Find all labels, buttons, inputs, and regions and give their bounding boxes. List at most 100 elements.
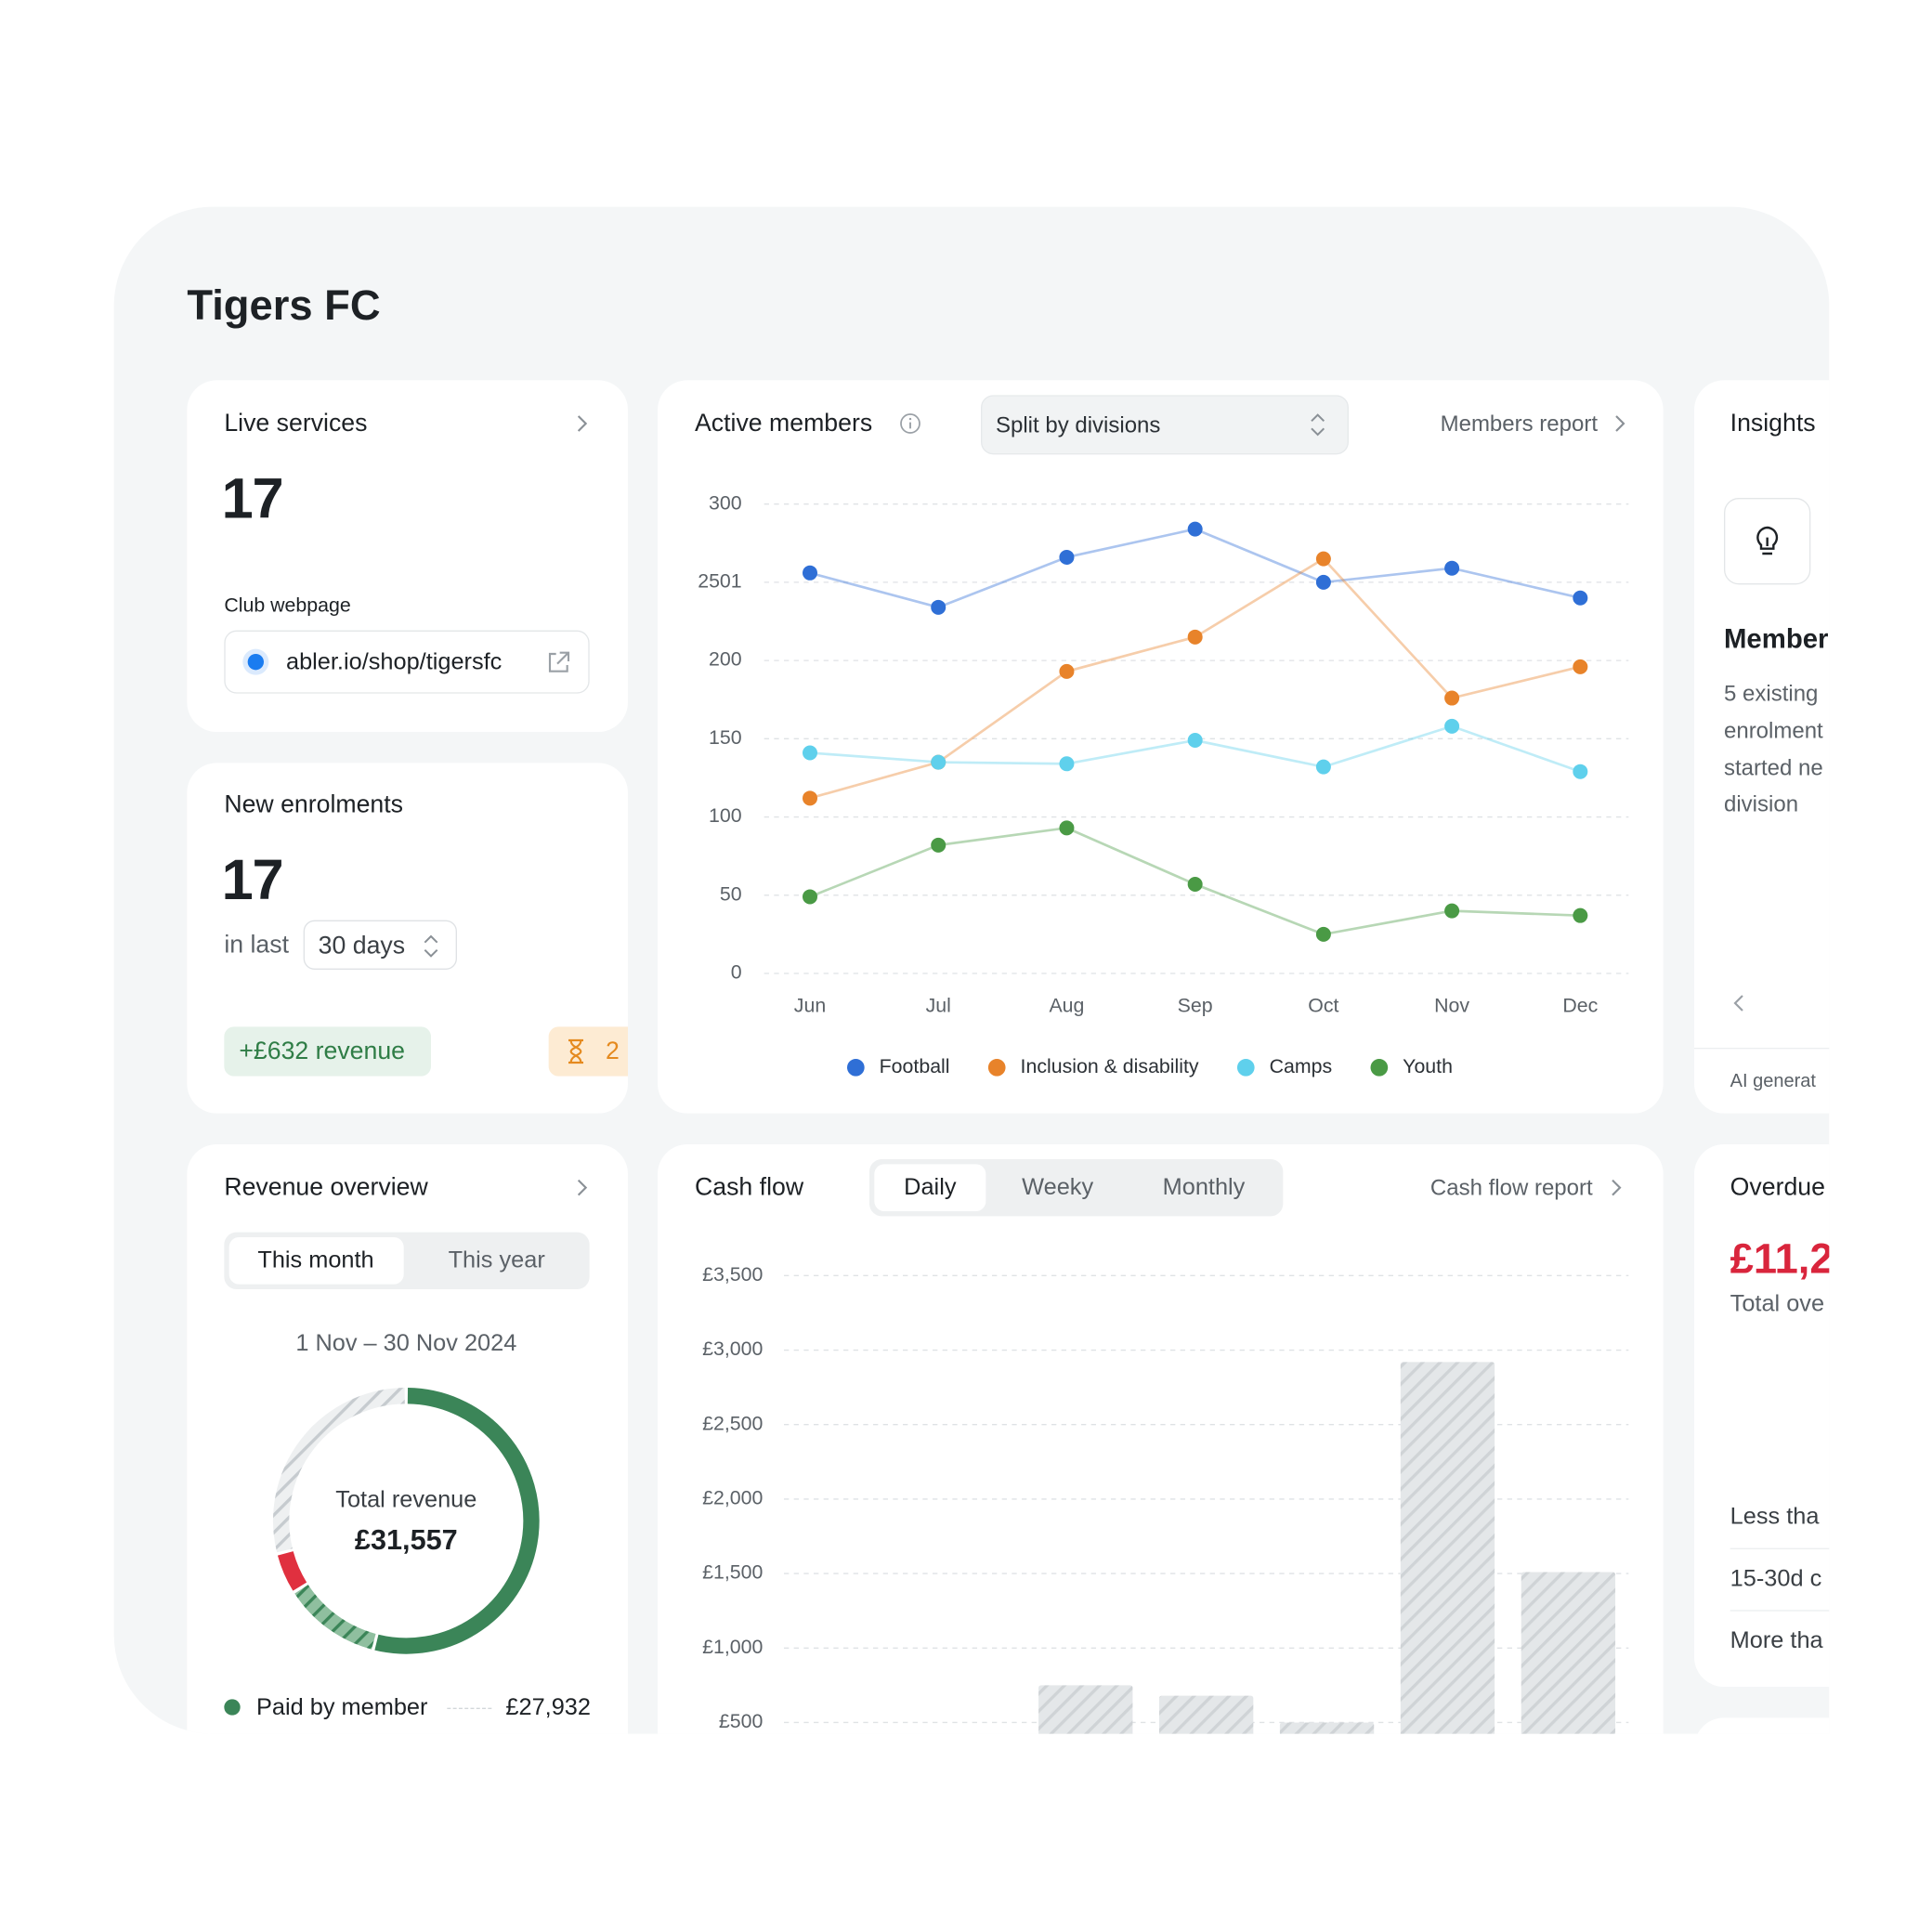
data-point — [1315, 759, 1331, 775]
count: 17 — [221, 846, 284, 912]
chevron[interactable] — [1609, 1178, 1624, 1197]
new-enrolments-card: New enrolments 17 in last 30 days +£632 … — [187, 763, 628, 1114]
y-tick-label: 0 — [731, 961, 742, 984]
data-point — [1444, 560, 1460, 576]
data-point — [1059, 820, 1075, 836]
cash-flow-card: £500 £1,000 £1,500 £2,000 £2,500 £3,000 £3,500… — [657, 1143, 1664, 1734]
insight-line: started ne — [1723, 755, 1823, 780]
hourglass-icon — [568, 1038, 583, 1064]
status-dot — [247, 653, 264, 671]
row-label: 15-30d c — [1730, 1565, 1822, 1592]
data-point — [802, 790, 817, 806]
prev-arrow[interactable] — [1731, 993, 1746, 1012]
y-tick-label: £1,000 — [702, 1636, 763, 1658]
y-tick-label: £2,500 — [702, 1412, 763, 1434]
center-label: Total revenue — [335, 1487, 476, 1513]
y-tick-label: 2501 — [698, 570, 741, 593]
data-point — [1059, 549, 1075, 565]
insight-line: 5 existing — [1723, 681, 1819, 706]
y-tick-label: £3,000 — [702, 1338, 763, 1360]
y-tick-label: £2,000 — [702, 1487, 763, 1509]
next-card — [1693, 1717, 1830, 1734]
period: 30 days — [318, 932, 406, 960]
legend-dot — [224, 1699, 241, 1716]
legend-marker — [1370, 1058, 1389, 1077]
line-chart: 0 50 100 150 200 2501 300 Jun Jul Aug Sep Oct Nov Dec… — [698, 491, 1629, 1077]
legend-label: Football — [880, 1055, 950, 1077]
select-arrows — [1311, 413, 1325, 437]
insights-card: Insights Member 5 existing enrolment sta… — [1693, 380, 1830, 1114]
data-point — [802, 565, 817, 581]
legend-marker — [987, 1058, 1006, 1077]
report-link[interactable]: Members report — [1440, 411, 1598, 437]
subtitle: Total ove — [1730, 1290, 1825, 1317]
url: abler.io/shop/tigersfc — [285, 649, 503, 676]
data-point — [1315, 574, 1331, 590]
data-point — [1444, 903, 1460, 919]
legend-label: Inclusion & disability — [1021, 1055, 1199, 1077]
y-tick-label: 100 — [709, 804, 742, 827]
y-tick-label: 300 — [709, 491, 742, 514]
report-link[interactable]: Cash flow report — [1429, 1175, 1593, 1200]
x-tick-label: Nov — [1434, 995, 1469, 1017]
insight-line: division — [1723, 790, 1799, 816]
x-tick-label: Dec — [1562, 995, 1598, 1017]
donut-chart: Total revenue £31,557 — [273, 1388, 540, 1654]
data-point — [931, 837, 946, 853]
y-tick-label: 50 — [720, 882, 742, 905]
y-tick-label: £1,500 — [702, 1561, 763, 1584]
x-tick-label: Oct — [1308, 995, 1338, 1017]
active-tab[interactable] — [228, 1236, 404, 1285]
date-range: 1 Nov – 30 Nov 2024 — [295, 1330, 517, 1357]
tab[interactable]: Weeky — [1022, 1174, 1094, 1201]
data-point — [1315, 926, 1331, 942]
icon-box — [1723, 497, 1811, 585]
data-point — [1059, 663, 1075, 679]
leader — [447, 1707, 492, 1709]
split-select[interactable]: Split by divisions — [980, 395, 1349, 455]
card-title: Insights — [1730, 410, 1816, 437]
info-icon[interactable] — [899, 412, 921, 435]
x-tick-label: Aug — [1049, 995, 1084, 1017]
tab[interactable]: This month — [257, 1247, 374, 1274]
count: 17 — [221, 465, 284, 530]
bar — [1400, 1362, 1495, 1734]
page-title: Tigers FC — [187, 281, 381, 330]
legend-label: Paid by member — [255, 1694, 428, 1721]
badge-text: 2 — [605, 1038, 620, 1065]
badge-text: +£632 revenue — [239, 1038, 406, 1065]
active-tab[interactable] — [874, 1164, 986, 1211]
label: Club webpage — [224, 595, 351, 617]
x-tick-label: Jul — [926, 995, 951, 1017]
bar — [1159, 1695, 1254, 1734]
external-link-icon[interactable] — [545, 649, 572, 676]
center-value: £31,557 — [355, 1524, 458, 1556]
donut-segment — [277, 1550, 307, 1591]
divider — [1693, 1047, 1830, 1050]
period-select[interactable]: 30 days — [303, 920, 457, 970]
chevron[interactable] — [575, 1178, 590, 1197]
legend-marker — [846, 1058, 865, 1077]
tab[interactable]: Monthly — [1162, 1174, 1246, 1201]
period-prefix: in last — [224, 931, 289, 959]
divider — [1730, 1547, 1830, 1549]
legend-marker — [1236, 1058, 1255, 1077]
series-line — [809, 528, 1581, 609]
data-point — [1059, 756, 1075, 772]
live-services-card[interactable]: Live services 17 Club webpage abler.io/s… — [187, 380, 628, 732]
overdue-amount: £11,2 — [1730, 1235, 1830, 1284]
url-box[interactable]: abler.io/shop/tigersfc — [224, 630, 590, 694]
row-label: Less tha — [1730, 1504, 1820, 1531]
donut-segment — [294, 1584, 376, 1650]
data-point — [1573, 590, 1588, 606]
tab[interactable]: Daily — [904, 1174, 957, 1201]
tab[interactable]: This year — [448, 1247, 545, 1274]
overdue-card: Overdue £11,2 Total ove Less tha 15-30d … — [1693, 1143, 1830, 1687]
data-point — [1444, 718, 1460, 734]
chevron[interactable] — [1612, 413, 1627, 433]
chevron — [577, 415, 588, 432]
data-point — [931, 754, 946, 770]
data-point — [931, 599, 946, 615]
